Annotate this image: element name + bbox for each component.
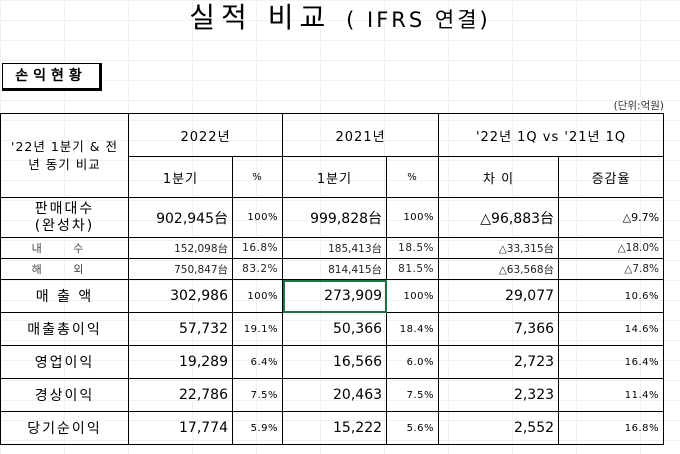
comparison-table: '22년 1분기 & 전년 동기 비교 2022년 2021년 '22년 1Q … xyxy=(0,113,665,445)
cell-v2022[interactable]: 57,732 xyxy=(128,312,233,346)
cell-v2021[interactable]: 814,415台 xyxy=(282,258,388,280)
year-2022-header[interactable]: 2022년 xyxy=(127,113,284,157)
cell-growth[interactable]: 10.6% xyxy=(558,279,665,313)
cell-growth[interactable]: △18.0% xyxy=(558,237,665,259)
cell-p2022[interactable]: 83.2% xyxy=(231,258,284,280)
cell-p2022[interactable]: 16.8% xyxy=(231,237,284,259)
row-label[interactable]: 영업이익 xyxy=(0,345,129,379)
cell-diff[interactable]: △96,883台 xyxy=(438,197,560,238)
cell-diff[interactable]: △33,315台 xyxy=(438,237,560,259)
table-row: 내 수 152,098台 16.8% 185,413台 18.5% △33,31… xyxy=(0,237,665,259)
title-main: 실적 비교 xyxy=(189,1,332,34)
cell-v2022[interactable]: 302,986 xyxy=(128,279,233,313)
table-row: 영업이익 19,289 6.4% 16,566 6.0% 2,723 16.4% xyxy=(0,345,665,379)
cell-v2021[interactable]: 16,566 xyxy=(282,345,388,379)
cell-v2021[interactable]: 999,828台 xyxy=(282,197,388,238)
cell-growth[interactable]: △7.8% xyxy=(558,258,665,280)
cell-p2021[interactable]: 18.5% xyxy=(386,237,440,259)
corner-header[interactable]: '22년 1분기 & 전년 동기 비교 xyxy=(0,113,129,198)
cell-p2021[interactable]: 100% xyxy=(386,279,440,313)
table-row: 당기순이익 17,774 5.9% 15,222 5.6% 2,552 16.8… xyxy=(0,411,665,445)
header-row-2: 1분기 % 1분기 % 차 이 증감율 xyxy=(1,156,665,198)
cell-growth[interactable]: 16.8% xyxy=(558,411,665,445)
page-title: 실적 비교 ( IFRS 연결) xyxy=(0,0,680,36)
table-row: 경상이익 22,786 7.5% 20,463 7.5% 2,323 11.4% xyxy=(0,378,665,412)
cell-v2022[interactable]: 750,847台 xyxy=(128,258,233,280)
cell-v2022[interactable]: 902,945台 xyxy=(128,197,233,238)
cell-diff[interactable]: △63,568台 xyxy=(438,258,560,280)
row-label[interactable]: 판매대수 (완성차) xyxy=(0,197,129,238)
growth-header[interactable]: 증감율 xyxy=(558,156,665,198)
cell-p2021[interactable]: 5.6% xyxy=(386,411,440,445)
cell-v2022[interactable]: 152,098台 xyxy=(128,237,233,259)
cell-v2022[interactable]: 17,774 xyxy=(128,411,233,445)
compare-header[interactable]: '22년 1Q vs '21년 1Q xyxy=(438,113,665,157)
cell-diff[interactable]: 2,552 xyxy=(438,411,560,445)
unit-label: (단위:억원) xyxy=(613,100,664,112)
cell-diff[interactable]: 7,366 xyxy=(438,312,560,346)
table-row: 해 외 750,847台 83.2% 814,415台 81.5% △63,56… xyxy=(0,258,665,280)
cell-p2021[interactable]: 18.4% xyxy=(386,312,440,346)
cell-v2021[interactable]: 20,463 xyxy=(282,378,388,412)
cell-diff[interactable]: 2,723 xyxy=(438,345,560,379)
cell-v2022[interactable]: 19,289 xyxy=(128,345,233,379)
cell-p2021[interactable]: 7.5% xyxy=(386,378,440,412)
cell-p2021[interactable]: 81.5% xyxy=(386,258,440,280)
section-label[interactable]: 손익현황 xyxy=(2,63,102,91)
cell-growth[interactable]: 14.6% xyxy=(558,312,665,346)
pct-2021-header[interactable]: % xyxy=(386,156,440,198)
row-label[interactable]: 해 외 xyxy=(0,258,129,280)
year-2021-header[interactable]: 2021년 xyxy=(282,113,440,157)
table-row: 매출총이익 57,732 19.1% 50,366 18.4% 7,366 14… xyxy=(0,312,665,346)
selected-cell-v2021[interactable]: 273,909 xyxy=(282,279,388,313)
row-label[interactable]: 당기순이익 xyxy=(0,411,129,445)
cell-p2022[interactable]: 5.9% xyxy=(231,411,284,445)
table-row: 매 출 액 302,986 100% 273,909 100% 29,077 1… xyxy=(0,279,665,313)
cell-p2022[interactable]: 100% xyxy=(231,279,284,313)
header-row-1: '22년 1분기 & 전년 동기 비교 2022년 2021년 '22년 1Q … xyxy=(0,113,665,198)
cell-diff[interactable]: 2,323 xyxy=(438,378,560,412)
cell-v2021[interactable]: 185,413台 xyxy=(282,237,388,259)
q1-2022-header[interactable]: 1분기 xyxy=(128,156,233,198)
cell-diff[interactable]: 29,077 xyxy=(438,279,560,313)
pct-2022-header[interactable]: % xyxy=(231,156,284,198)
cell-growth[interactable]: 11.4% xyxy=(558,378,665,412)
cell-p2022[interactable]: 6.4% xyxy=(231,345,284,379)
cell-growth[interactable]: 16.4% xyxy=(558,345,665,379)
title-sub: ( IFRS 연결) xyxy=(346,8,491,32)
cell-p2021[interactable]: 100% xyxy=(386,197,440,238)
cell-v2021[interactable]: 50,366 xyxy=(282,312,388,346)
cell-p2021[interactable]: 6.0% xyxy=(386,345,440,379)
q1-2021-header[interactable]: 1분기 xyxy=(282,156,388,198)
row-label[interactable]: 매출총이익 xyxy=(0,312,129,346)
row-label[interactable]: 내 수 xyxy=(0,237,129,259)
cell-v2022[interactable]: 22,786 xyxy=(128,378,233,412)
row-label[interactable]: 매 출 액 xyxy=(0,279,129,313)
diff-header[interactable]: 차 이 xyxy=(438,156,560,198)
cell-growth[interactable]: △9.7% xyxy=(558,197,665,238)
table-row: 판매대수 (완성차) 902,945台 100% 999,828台 100% △… xyxy=(0,197,665,238)
cell-p2022[interactable]: 7.5% xyxy=(231,378,284,412)
cell-p2022[interactable]: 100% xyxy=(231,197,284,238)
row-label[interactable]: 경상이익 xyxy=(0,378,129,412)
cell-p2022[interactable]: 19.1% xyxy=(231,312,284,346)
cell-v2021[interactable]: 15,222 xyxy=(282,411,388,445)
